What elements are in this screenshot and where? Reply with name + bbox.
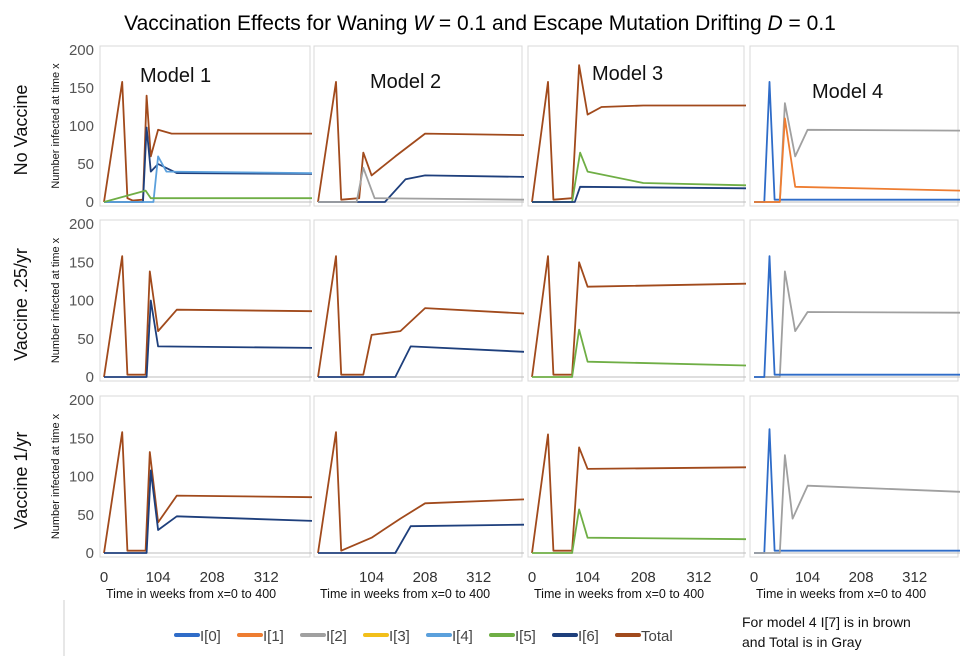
panel-frame bbox=[313, 45, 523, 207]
row-labels: No Vaccine Vaccine .25/yr Vaccine 1/yr bbox=[11, 85, 31, 530]
series-line bbox=[104, 299, 313, 378]
x-tick-label: 0 bbox=[750, 569, 758, 586]
legend-label: I[6] bbox=[578, 628, 599, 645]
series-line bbox=[317, 431, 525, 554]
legend-label: I[3] bbox=[389, 628, 410, 645]
panel-frame bbox=[527, 45, 745, 207]
y-tick-label: 50 bbox=[77, 507, 94, 524]
row-label: Vaccine 1/yr bbox=[11, 432, 31, 530]
x-axis-label: Time in weeks from x=0 to 400 bbox=[534, 587, 704, 601]
series-line bbox=[754, 270, 960, 378]
y-tick-label: 50 bbox=[77, 156, 94, 173]
note-line-1: For model 4 I[7] is in brown bbox=[742, 614, 911, 630]
x-tick-label: 208 bbox=[631, 569, 656, 586]
series-line bbox=[103, 431, 313, 554]
x-tick-label: 0 bbox=[528, 569, 536, 586]
panel-frame bbox=[749, 219, 959, 382]
x-tick-labels: 0 104 208 312 104 208 312 0 104 208 312 0 104 208 312 bbox=[100, 569, 927, 586]
panel-frame bbox=[313, 395, 523, 558]
series-line bbox=[754, 117, 960, 203]
series-line bbox=[104, 469, 313, 554]
series-line bbox=[103, 189, 312, 203]
figure-title: Vaccination Effects for Waning W = 0.1 a… bbox=[124, 12, 836, 35]
series-line bbox=[318, 523, 525, 554]
y-tick-label: 0 bbox=[86, 369, 94, 386]
panel-frames bbox=[99, 45, 960, 558]
series-line bbox=[317, 255, 525, 378]
x-tick-label: 312 bbox=[686, 569, 711, 586]
y-axis-label: Number infected at time x bbox=[50, 63, 62, 189]
x-tick-label: 208 bbox=[413, 569, 438, 586]
x-tick-label: 104 bbox=[795, 569, 820, 586]
panel-frame bbox=[99, 395, 311, 558]
y-tick-label: 50 bbox=[77, 331, 94, 348]
legend-label: I[2] bbox=[326, 628, 347, 645]
y-tick-label: 200 bbox=[69, 216, 94, 233]
model-labels: Model 1 Model 2 Model 3 Model 4 bbox=[140, 63, 883, 103]
series-line bbox=[318, 345, 525, 378]
x-tick-label: 312 bbox=[466, 569, 491, 586]
y-tick-labels: 0 50 100 150 200 0 50 100 150 200 0 50 100 150 200 bbox=[69, 42, 94, 562]
panel-frame bbox=[99, 45, 311, 207]
y-tick-label: 100 bbox=[69, 118, 94, 135]
series-line bbox=[317, 81, 525, 203]
model4-note: For model 4 I[7] is in brown and Total i… bbox=[742, 612, 911, 652]
series-line bbox=[532, 185, 747, 203]
legend-label: I[4] bbox=[452, 628, 473, 645]
y-axis-label: Number infected at time x bbox=[50, 413, 62, 539]
y-tick-label: 100 bbox=[69, 469, 94, 486]
y-tick-label: 150 bbox=[69, 254, 94, 271]
series-line bbox=[754, 255, 960, 378]
legend-label: I[1] bbox=[263, 628, 284, 645]
y-tick-label: 100 bbox=[69, 293, 94, 310]
x-tick-label: 208 bbox=[849, 569, 874, 586]
y-tick-label: 0 bbox=[86, 545, 94, 562]
model-label: Model 2 bbox=[370, 71, 441, 93]
series-line bbox=[532, 328, 747, 378]
y-axis-label: Number infected at time x bbox=[50, 237, 62, 363]
x-axis-label: Time in weeks from x=0 to 400 bbox=[320, 587, 490, 601]
series-line bbox=[532, 508, 747, 554]
series-line bbox=[103, 255, 313, 378]
y-tick-label: 200 bbox=[69, 392, 94, 409]
panel-frame bbox=[527, 219, 745, 382]
y-tick-label: 200 bbox=[69, 42, 94, 59]
x-tick-label: 104 bbox=[146, 569, 171, 586]
x-axis-label: Time in weeks from x=0 to 400 bbox=[756, 587, 926, 601]
x-axis-label: Time in weeks from x=0 to 400 bbox=[106, 587, 276, 601]
row-label: Vaccine .25/yr bbox=[11, 248, 31, 361]
y-tick-label: 150 bbox=[69, 80, 94, 97]
series-line bbox=[318, 166, 525, 203]
x-tick-label: 312 bbox=[254, 569, 279, 586]
model-label: Model 1 bbox=[140, 65, 211, 87]
series-line bbox=[318, 174, 525, 203]
x-tick-label: 104 bbox=[575, 569, 600, 586]
series-line bbox=[754, 454, 960, 554]
chart-curves bbox=[103, 64, 960, 554]
x-tick-label: 312 bbox=[902, 569, 927, 586]
note-line-2: and Total is in Gray bbox=[742, 634, 862, 650]
panel-frame bbox=[99, 219, 311, 382]
model-label: Model 3 bbox=[592, 63, 663, 85]
y-axis-labels: Number infected at time x Number infected… bbox=[50, 63, 62, 539]
x-tick-label: 208 bbox=[200, 569, 225, 586]
model-label: Model 4 bbox=[812, 81, 883, 103]
y-tick-label: 0 bbox=[86, 194, 94, 211]
legend-label: I[5] bbox=[515, 628, 536, 645]
x-axis-labels: Time in weeks from x=0 to 400 Time in wee… bbox=[106, 587, 926, 601]
legend-label: Total bbox=[641, 628, 673, 645]
series-line bbox=[104, 155, 313, 203]
x-tick-label: 104 bbox=[359, 569, 384, 586]
legend: I[0] I[1] I[2] I[3] I[4] I[5] I[6] Total bbox=[174, 628, 673, 645]
y-tick-label: 150 bbox=[69, 430, 94, 447]
row-label: No Vaccine bbox=[11, 85, 31, 176]
panel-frame bbox=[313, 219, 523, 382]
panel-frame bbox=[527, 395, 745, 558]
series-line bbox=[531, 64, 746, 203]
x-tick-label: 0 bbox=[100, 569, 108, 586]
legend-label: I[0] bbox=[200, 628, 221, 645]
